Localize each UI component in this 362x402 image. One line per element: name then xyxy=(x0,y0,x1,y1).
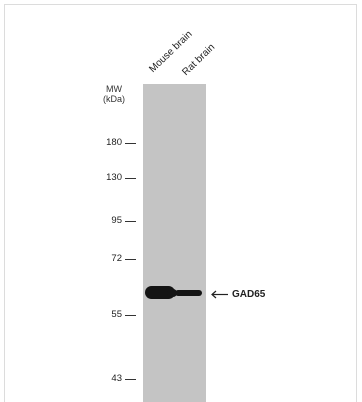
mw-label: MW xyxy=(106,84,122,94)
blot-membrane xyxy=(143,84,206,402)
marker-43-label: 43 xyxy=(111,373,122,384)
arrow-left-icon xyxy=(211,290,228,299)
marker-95-tick xyxy=(125,221,136,222)
marker-55-tick xyxy=(125,315,136,316)
marker-180-label: 180 xyxy=(106,137,122,148)
marker-72-tick xyxy=(125,259,136,260)
marker-130-tick xyxy=(125,178,136,179)
band-rat-brain xyxy=(175,290,202,296)
marker-180-tick xyxy=(125,143,136,144)
marker-55-label: 55 xyxy=(111,309,122,320)
target-protein-label: GAD65 xyxy=(232,289,266,300)
band-junction xyxy=(167,289,177,297)
marker-72-label: 72 xyxy=(111,253,122,264)
mw-unit-label: (kDa) xyxy=(103,94,125,104)
marker-95-label: 95 xyxy=(111,215,122,226)
marker-130-label: 130 xyxy=(106,172,122,183)
marker-43-tick xyxy=(125,379,136,380)
